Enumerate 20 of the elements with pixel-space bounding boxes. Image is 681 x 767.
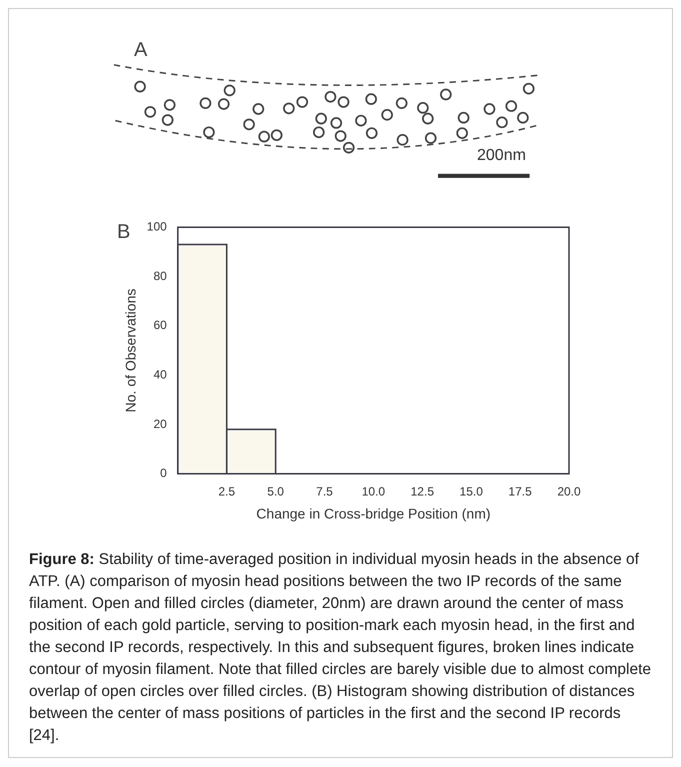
y-tick-label: 60 bbox=[153, 318, 168, 332]
x-tick-label: 5.0 bbox=[267, 484, 284, 498]
x-tick-label: 10.0 bbox=[362, 484, 386, 498]
x-tick-label: 2.5 bbox=[218, 484, 236, 498]
y-tick-label: 40 bbox=[153, 367, 168, 382]
text: 200nm bbox=[477, 147, 526, 165]
x-tick-label: 20.0 bbox=[557, 484, 581, 498]
text: Figure 8: Stability of time-averaged position in individual myosin heads in the absence of ATP. (A) comparison of myosin head positions between the two IP records of the same filament. Open and filled circles (diameter, 20nm) are drawn around the center of mass position of each gold particle, serving to position-mark each myosin head, in the first and the second IP records, respectively. In this and subsequent figures, broken lines indicate contour of myosin filament. Note that filled circles are barely visible due to almost complete overlap of open circles over filled circles. (B) Histogram showing distribution of distances between the center of mass positions of particles in the first and the second IP records [24]. bbox=[29, 551, 652, 744]
y-tick-label: 20 bbox=[153, 416, 168, 431]
x-tick-label: 12.5 bbox=[410, 484, 434, 498]
y-axis-title: No. of Observations bbox=[122, 288, 138, 412]
x-tick-label: 7.5 bbox=[316, 484, 334, 498]
text: A bbox=[134, 39, 148, 62]
y-tick-label: 0 bbox=[160, 466, 168, 480]
x-axis-title: Change in Cross-bridge Position (nm) bbox=[256, 505, 491, 522]
y-tick-label: 80 bbox=[153, 268, 168, 283]
x-tick-label: 17.5 bbox=[508, 484, 532, 498]
y-tick-label: 100 bbox=[146, 220, 168, 234]
text: B bbox=[117, 221, 130, 244]
x-tick-label: 15.0 bbox=[460, 484, 484, 498]
